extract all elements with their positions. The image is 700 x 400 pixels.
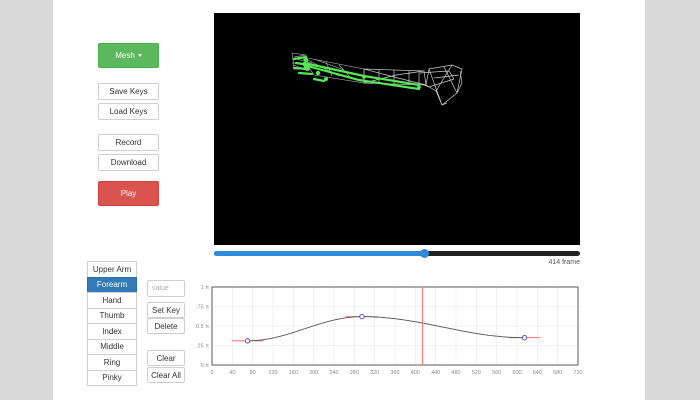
x-tick-label: 600 (512, 370, 521, 376)
x-tick-label: 0 (210, 370, 213, 376)
set-key-button[interactable]: Set Key (147, 302, 185, 318)
x-tick-label: 200 (309, 370, 318, 376)
bone-index[interactable]: Index (87, 323, 137, 340)
x-tick-label: 640 (533, 370, 542, 376)
mesh-label: Mesh (115, 51, 135, 60)
y-tick-label: 0.75 π (196, 305, 209, 311)
save-keys-button[interactable]: Save Keys (98, 83, 159, 100)
delete-key-button[interactable]: Delete (147, 318, 185, 334)
y-tick-label: 0.25 π (196, 344, 209, 350)
x-tick-label: 240 (329, 370, 338, 376)
play-button[interactable]: Play (98, 181, 159, 206)
timeline-thumb[interactable] (420, 249, 430, 258)
record-button[interactable]: Record (98, 134, 159, 151)
timeline-progress (214, 251, 425, 256)
keyframe-curve-graph[interactable]: 0 π 0.25 π 0.5 π 0.75 π 1 π 0 40 80 120 160 200 24… (196, 283, 586, 377)
bone-ring[interactable]: Ring (87, 354, 137, 371)
frame-counter: 414 frame (548, 259, 580, 266)
3d-viewport[interactable] (214, 13, 580, 245)
y-tick-label: 1 π (201, 285, 210, 291)
x-tick-label: 360 (390, 370, 399, 376)
x-tick-label: 320 (370, 370, 379, 376)
x-tick-label: 400 (411, 370, 420, 376)
x-tick-label: 680 (553, 370, 562, 376)
load-keys-button[interactable]: Load Keys (98, 103, 159, 120)
x-tick-label: 520 (472, 370, 481, 376)
bone-thumb[interactable]: Thumb (87, 307, 137, 324)
bone-upper-arm[interactable]: Upper Arm (87, 261, 137, 278)
y-tick-label: 0 π (201, 363, 210, 369)
bone-forearm[interactable]: Forearm (87, 276, 137, 293)
x-tick-label: 440 (431, 370, 440, 376)
arm-mesh-render (291, 52, 463, 106)
x-tick-label: 40 (229, 370, 235, 376)
clear-button[interactable]: Clear (147, 350, 185, 366)
keyframe-point[interactable] (521, 335, 528, 341)
bone-middle[interactable]: Middle (87, 338, 137, 355)
y-tick-label: 0.5 π (196, 324, 209, 330)
keyframe-point[interactable] (359, 313, 365, 320)
key-value-input[interactable] (147, 280, 185, 297)
timeline-slider[interactable] (214, 249, 580, 258)
clear-all-button[interactable]: Clear All (147, 367, 185, 383)
x-tick-label: 480 (451, 370, 460, 376)
x-tick-label: 120 (268, 370, 277, 376)
x-tick-label: 720 (573, 370, 582, 376)
mesh-dropdown-button[interactable]: Mesh (98, 43, 159, 68)
caret-down-icon (137, 54, 142, 57)
bone-pinky[interactable]: Pinky (87, 369, 137, 386)
graph-frame (211, 286, 579, 366)
x-tick-label: 280 (350, 370, 359, 376)
download-button[interactable]: Download (98, 154, 159, 171)
bone-hand[interactable]: Hand (87, 292, 137, 309)
curve-line (248, 316, 524, 342)
keyframe-point[interactable] (244, 338, 251, 344)
x-tick-label: 160 (289, 370, 298, 376)
bone-selector: Upper Arm Forearm Hand Thumb Index Middl… (87, 261, 137, 386)
x-tick-label: 80 (250, 370, 256, 376)
x-tick-label: 560 (492, 370, 501, 376)
